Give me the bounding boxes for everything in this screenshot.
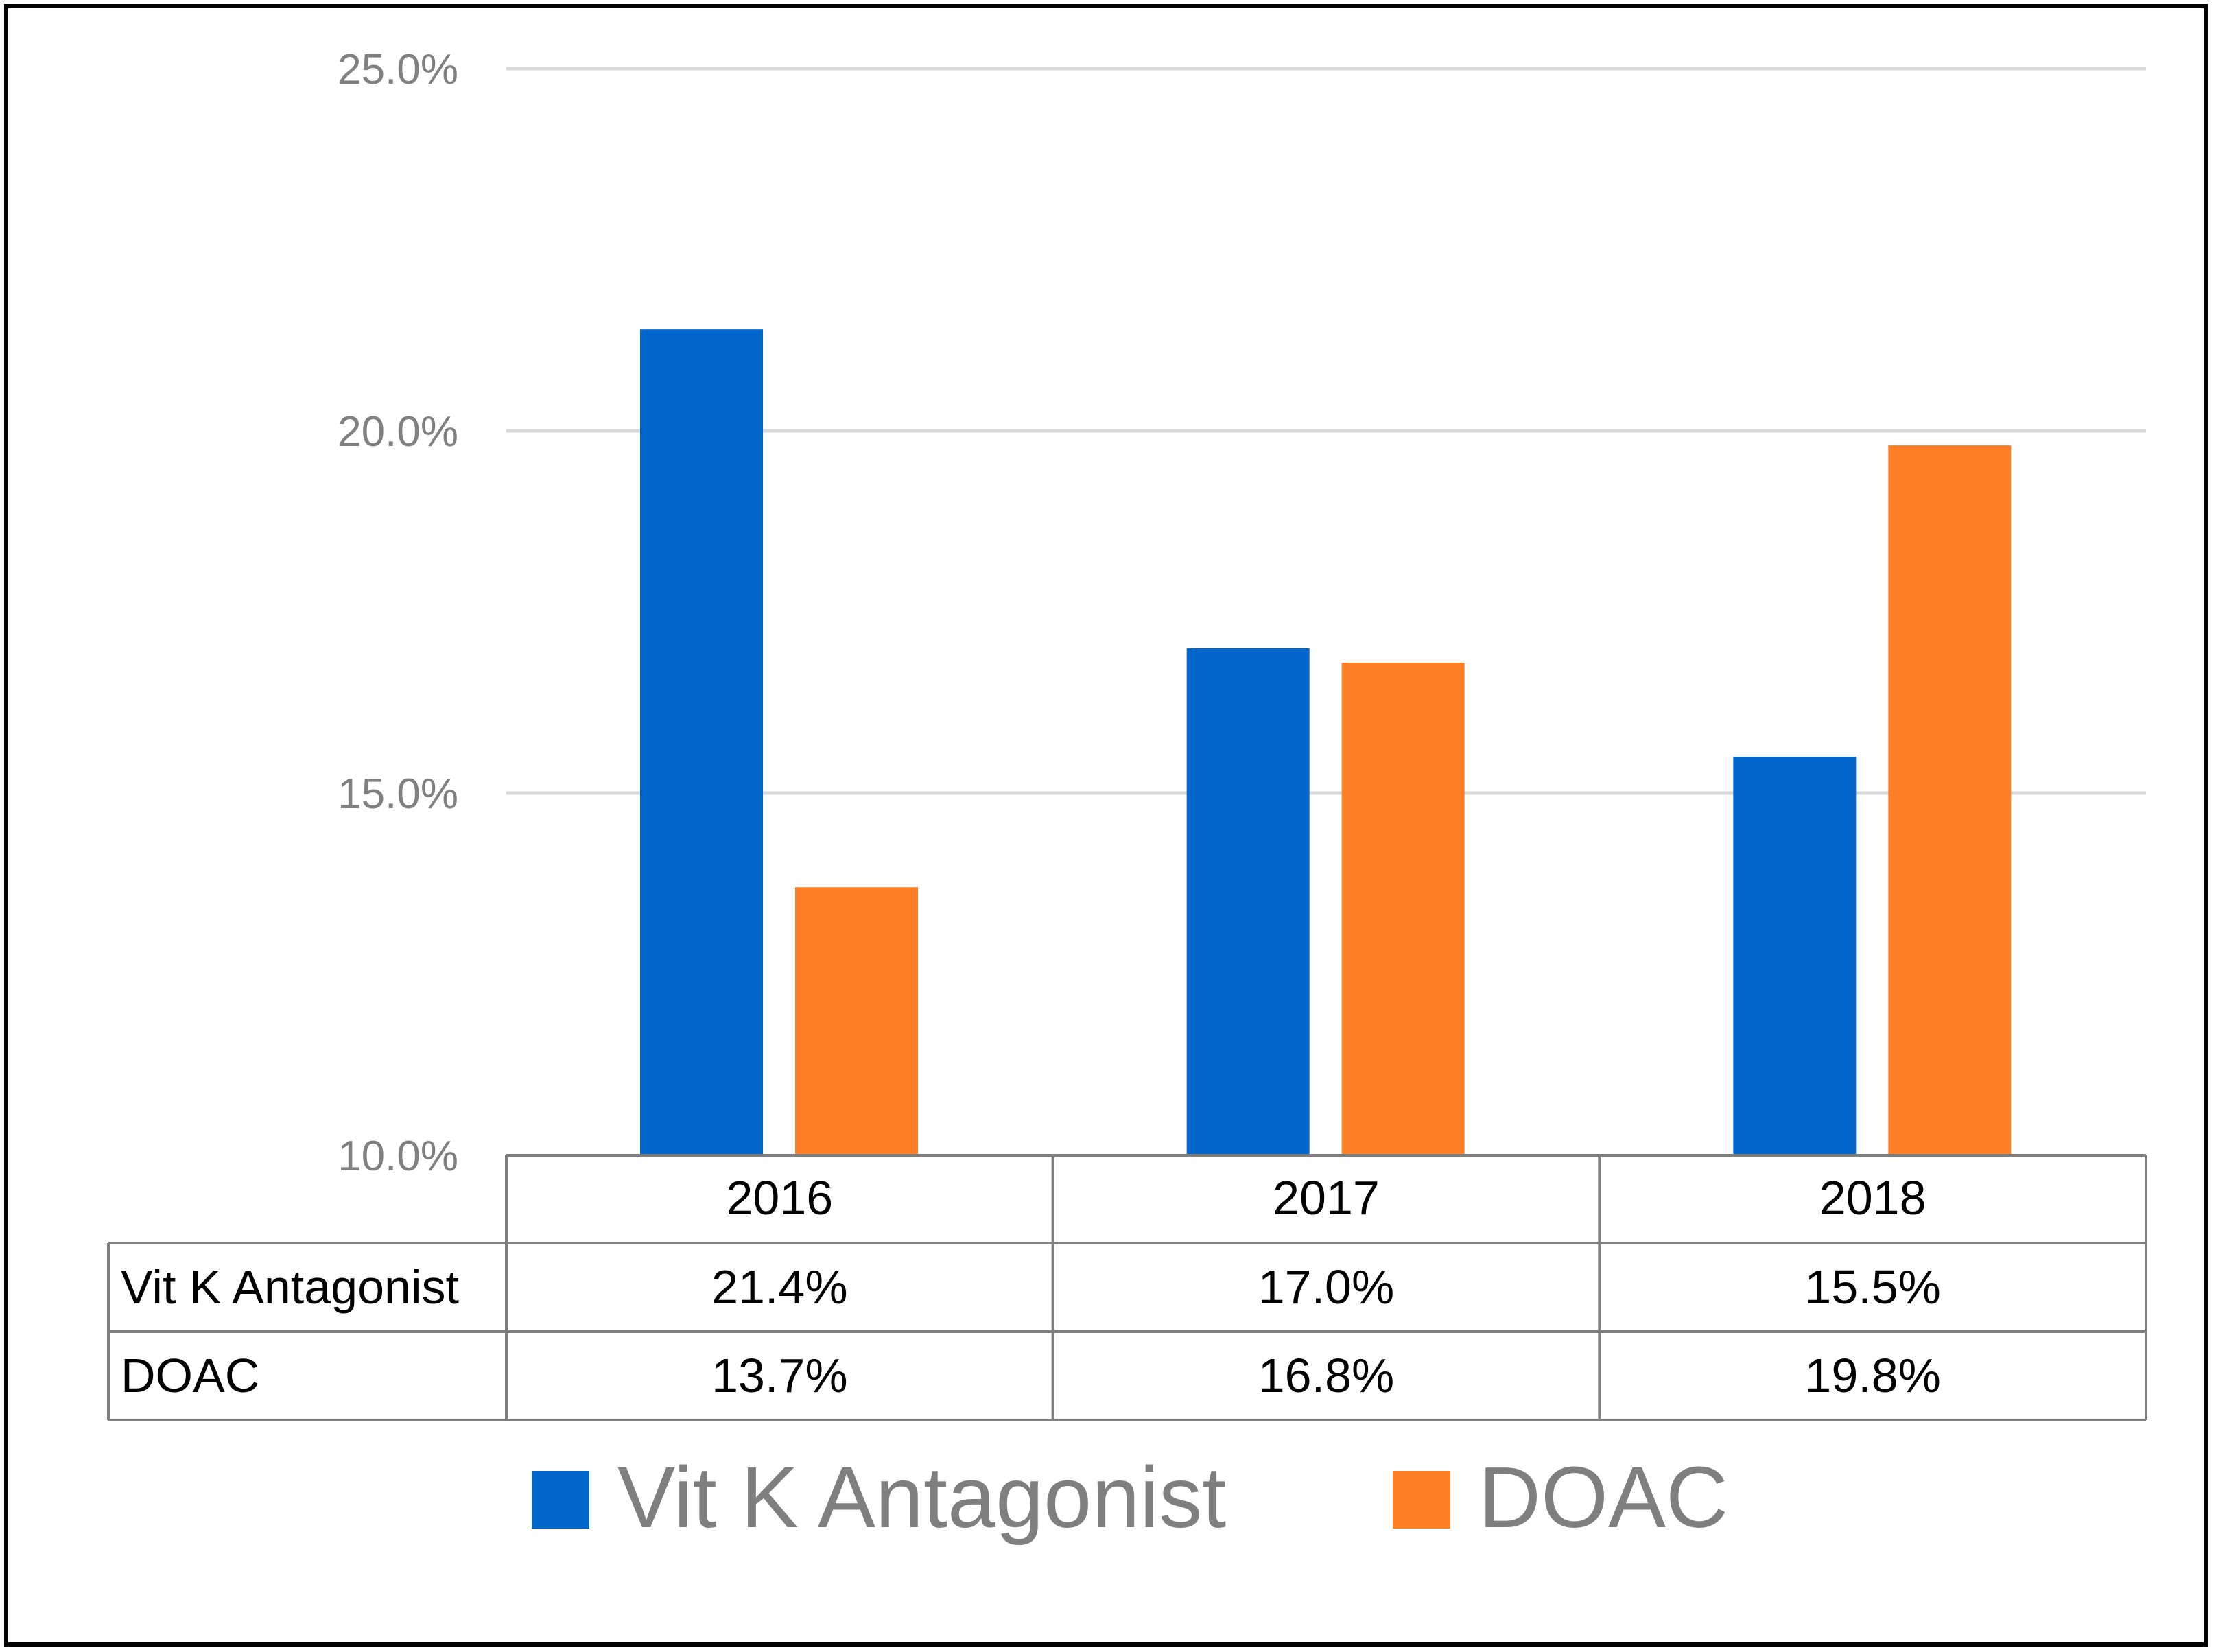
data-label: 16.8% bbox=[1258, 1349, 1394, 1402]
legend-swatch bbox=[532, 1471, 589, 1529]
y-tick-label: 10.0% bbox=[338, 1133, 458, 1180]
bars bbox=[640, 329, 2012, 1155]
legend: Vit K Antagonist DOAC bbox=[532, 1449, 1728, 1546]
y-tick-label: 15.0% bbox=[338, 770, 458, 818]
data-label: 13.7% bbox=[711, 1349, 847, 1402]
bar-vit-k-antagonist-2018 bbox=[1733, 757, 1857, 1155]
bar-doac-2018 bbox=[1888, 445, 2012, 1155]
data-label: 15.5% bbox=[1804, 1260, 1940, 1314]
bar-vit-k-antagonist-2016 bbox=[640, 329, 763, 1155]
data-table: 2016 2017 2018 Vit K Antagonist 21.4% 17.0% 15… bbox=[107, 1154, 2147, 1421]
data-label: 19.8% bbox=[1804, 1349, 1940, 1402]
y-axis-tick-labels: 10.0% 15.0% 20.0% 25.0% bbox=[338, 46, 458, 1180]
legend-label: Vit K Antagonist bbox=[617, 1449, 1226, 1546]
gridlines bbox=[506, 67, 2146, 795]
legend-label: DOAC bbox=[1478, 1449, 1728, 1546]
x-category-label: 2018 bbox=[1819, 1171, 1926, 1225]
y-tick-label: 25.0% bbox=[338, 46, 458, 93]
x-category-label: 2016 bbox=[726, 1171, 833, 1225]
table-series-name: DOAC bbox=[121, 1349, 259, 1402]
data-label: 17.0% bbox=[1258, 1260, 1394, 1314]
bar-vit-k-antagonist-2017 bbox=[1186, 648, 1310, 1155]
x-category-label: 2017 bbox=[1273, 1171, 1380, 1225]
bar-doac-2016 bbox=[795, 887, 918, 1155]
y-tick-label: 20.0% bbox=[338, 408, 458, 456]
table-series-name: Vit K Antagonist bbox=[121, 1260, 459, 1314]
data-label: 21.4% bbox=[711, 1260, 847, 1314]
legend-swatch bbox=[1393, 1471, 1450, 1529]
bar-doac-2017 bbox=[1341, 662, 1465, 1155]
